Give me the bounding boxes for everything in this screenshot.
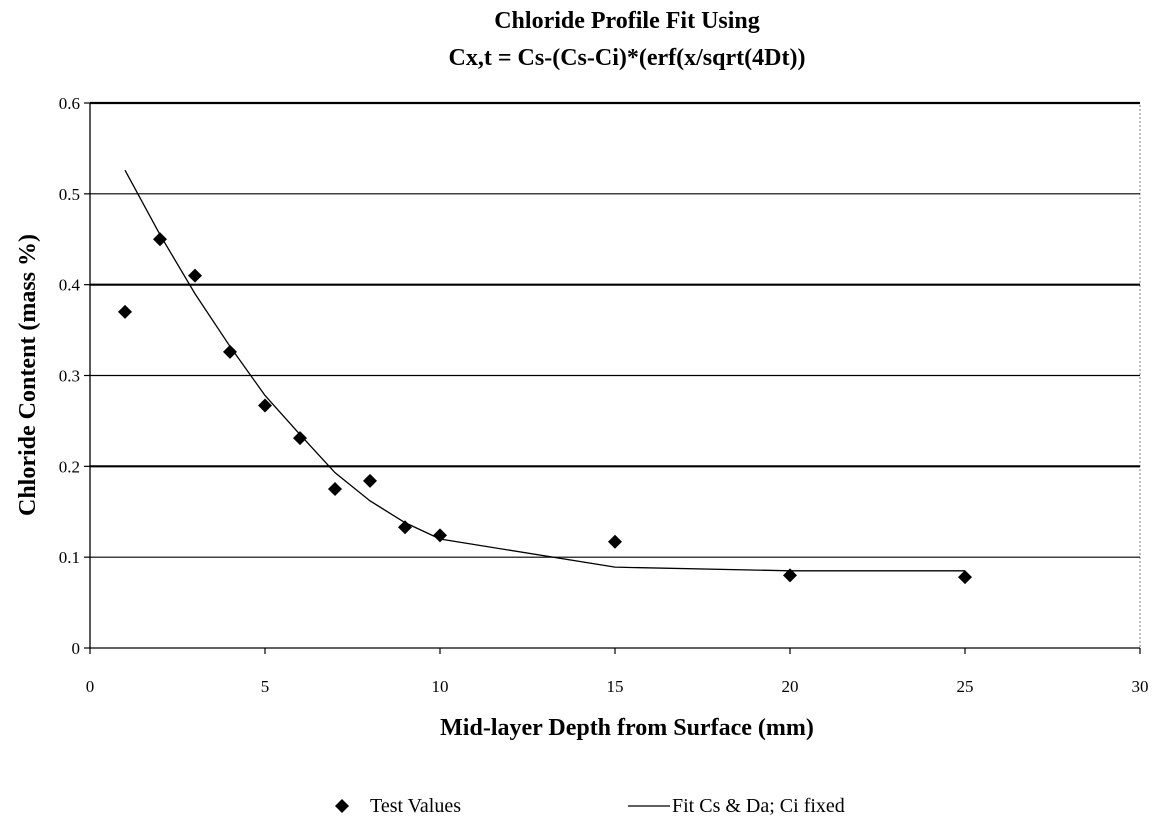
test-value-marker <box>398 520 412 535</box>
x-tick-label: 15 <box>607 677 624 696</box>
test-value-marker <box>188 268 202 283</box>
x-tick-labels: 0 5 10 15 20 25 30 <box>86 677 1149 696</box>
series <box>118 169 972 585</box>
legend: Test Values Fit Cs & Da; Ci fixed <box>335 795 845 817</box>
y-tick-label: 0.4 <box>59 276 81 295</box>
test-value-marker <box>258 398 272 413</box>
x-tick-label: 30 <box>1132 677 1149 696</box>
x-tick-label: 10 <box>432 677 449 696</box>
test-value-marker <box>433 528 447 543</box>
test-value-marker <box>958 570 972 585</box>
y-axis-label: Chloride Content (mass %) <box>15 234 41 516</box>
test-value-marker <box>293 431 307 446</box>
test-value-marker <box>328 482 342 497</box>
x-axis-label: Mid-layer Depth from Surface (mm) <box>440 715 814 741</box>
y-tick-label: 0.2 <box>59 457 80 476</box>
y-tick-label: 0.5 <box>59 185 80 204</box>
legend-test-values-label: Test Values <box>370 795 461 817</box>
test-value-marker <box>363 473 377 488</box>
legend-diamond-icon <box>335 799 349 813</box>
axes <box>84 102 1141 654</box>
gridlines <box>90 101 1140 558</box>
x-tick-label: 20 <box>782 677 799 696</box>
test-value-marker <box>153 232 167 247</box>
test-value-marker <box>608 534 622 549</box>
y-tick-label: 0.6 <box>59 94 80 113</box>
y-tick-label: 0.1 <box>59 548 80 567</box>
fit-line <box>124 169 965 572</box>
legend-test-values-marker <box>335 799 349 813</box>
test-value-marker <box>118 304 132 319</box>
chart-title-line-1: Chloride Profile Fit Using <box>494 8 760 34</box>
test-value-marker <box>223 344 237 359</box>
legend-fit-label: Fit Cs & Da; Ci fixed <box>672 795 845 817</box>
chart-title-line-2: Cx,t = Cs-(Cs-Ci)*(erf(x/sqrt(4Dt)) <box>449 45 806 71</box>
x-tick-label: 5 <box>261 677 270 696</box>
test-value-marker <box>783 568 797 583</box>
y-tick-labels: 0 0.1 0.2 0.3 0.4 0.5 0.6 <box>59 94 81 658</box>
x-tick-label: 25 <box>957 677 974 696</box>
y-tick-label: 0 <box>72 639 81 658</box>
y-tick-label: 0.3 <box>59 367 80 386</box>
x-tick-label: 0 <box>86 677 95 696</box>
